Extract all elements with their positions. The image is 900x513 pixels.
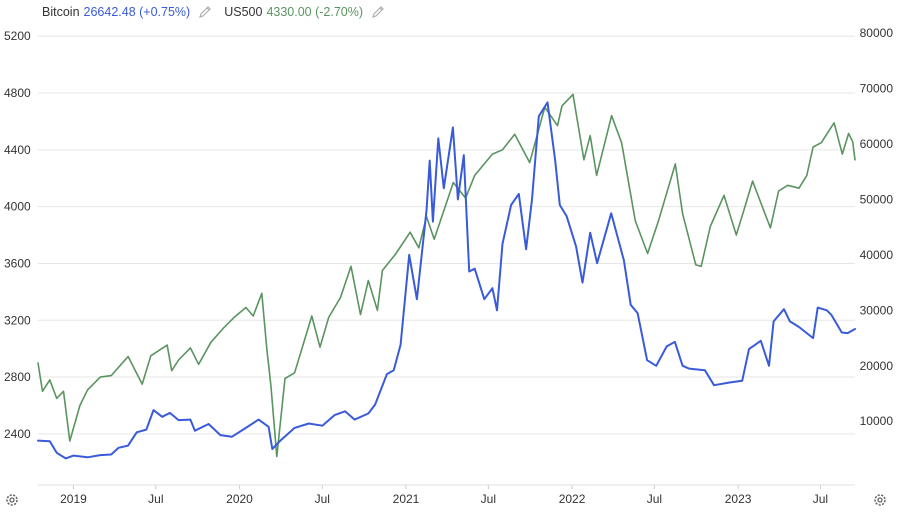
right-tick-label: 80000	[860, 26, 894, 40]
x-tick-label: 2022	[559, 492, 586, 506]
x-tick-label: 2020	[226, 492, 253, 506]
right-tick-label: 50000	[860, 192, 894, 206]
left-tick-label: 4000	[4, 200, 31, 214]
x-tick-label: 2019	[60, 492, 87, 506]
x-tick-label: Jul	[148, 492, 163, 506]
x-tick-label: 2023	[725, 492, 752, 506]
left-tick-label: 2800	[4, 370, 31, 384]
us500-series-line	[37, 93, 856, 458]
left-tick-label: 4400	[4, 143, 31, 157]
pencil-icon[interactable]	[371, 5, 385, 19]
left-tick-label: 2400	[4, 427, 31, 441]
legend-bitcoin-value: 26642.48 (+0.75%)	[83, 5, 191, 19]
gear-icon[interactable]	[4, 492, 20, 508]
right-tick-label: 40000	[860, 248, 894, 262]
bitcoin-series-line	[37, 101, 856, 460]
x-axis: 2019 Jul 2020 Jul 2021 Jul 2022 Jul 2023 Jul	[38, 484, 855, 506]
right-tick-label: 60000	[860, 137, 894, 151]
left-tick-label: 4800	[4, 86, 31, 100]
right-tick-label: 10000	[860, 414, 894, 428]
x-tick-label: Jul	[315, 492, 330, 506]
left-tick-label: 3200	[4, 313, 31, 327]
chart-legend: Bitcoin 26642.48 (+0.75%) US500 4330.00 …	[42, 5, 393, 19]
x-tick-label: Jul	[813, 492, 828, 506]
pencil-icon[interactable]	[198, 5, 212, 19]
right-tick-label: 20000	[860, 359, 894, 373]
gear-icon[interactable]	[872, 492, 888, 508]
right-tick-label: 30000	[860, 303, 894, 317]
x-tick-label: Jul	[647, 492, 662, 506]
left-tick-label: 5200	[4, 29, 31, 43]
legend-us500-name: US500	[224, 5, 263, 19]
series-lines	[37, 93, 856, 460]
right-axis: 10000 20000 30000 40000 50000 60000 70000 80000	[860, 26, 894, 428]
grid-lines	[38, 35, 855, 435]
legend-bitcoin-name: Bitcoin	[42, 5, 80, 19]
x-tick-label: Jul	[481, 492, 496, 506]
legend-us500-value: 4330.00 (-2.70%)	[266, 5, 364, 19]
right-tick-label: 70000	[860, 82, 894, 96]
x-tick-label: 2021	[393, 492, 420, 506]
left-axis: 2400 2800 3200 3600 4000 4400 4800 5200	[4, 29, 31, 441]
left-tick-label: 3600	[4, 256, 31, 270]
